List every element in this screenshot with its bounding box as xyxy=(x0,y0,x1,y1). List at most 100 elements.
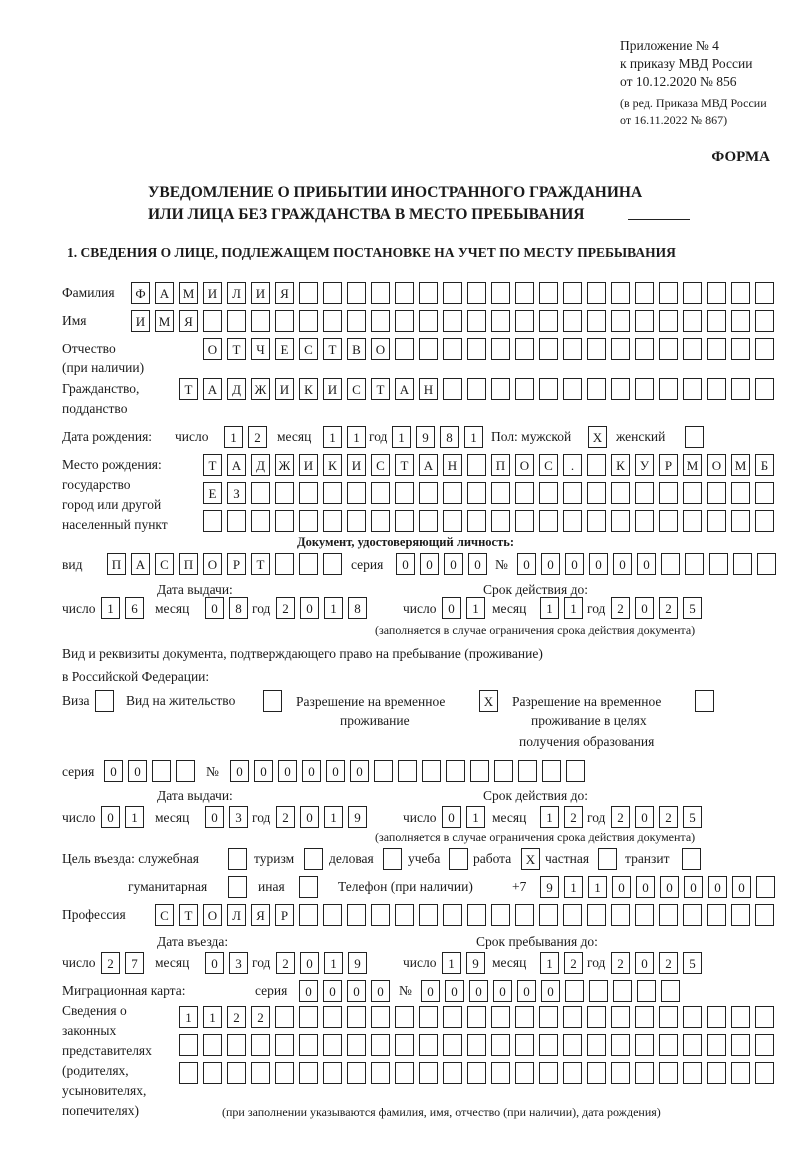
char-box[interactable] xyxy=(443,1034,462,1056)
char-box[interactable] xyxy=(491,1034,510,1056)
purpose-private-checkbox[interactable] xyxy=(598,848,617,870)
char-box[interactable]: 0 xyxy=(104,760,123,782)
char-box[interactable] xyxy=(707,1034,726,1056)
char-box[interactable]: 0 xyxy=(420,553,439,575)
char-box[interactable] xyxy=(443,282,462,304)
char-box[interactable] xyxy=(598,848,617,870)
char-box[interactable] xyxy=(635,510,654,532)
char-box[interactable] xyxy=(635,1062,654,1084)
char-box[interactable]: Т xyxy=(323,338,342,360)
char-box[interactable] xyxy=(395,1034,414,1056)
char-box[interactable] xyxy=(347,510,366,532)
char-box[interactable]: Т xyxy=(203,454,222,476)
char-box[interactable]: 0 xyxy=(396,553,415,575)
char-box[interactable] xyxy=(251,1062,270,1084)
char-box[interactable]: 0 xyxy=(442,806,461,828)
char-box[interactable]: С xyxy=(155,904,174,926)
char-box[interactable] xyxy=(611,904,630,926)
char-box[interactable]: 1 xyxy=(464,426,483,448)
char-box[interactable] xyxy=(589,980,608,1002)
char-box[interactable]: 0 xyxy=(421,980,440,1002)
char-box[interactable] xyxy=(587,454,606,476)
char-box[interactable] xyxy=(659,1062,678,1084)
char-box[interactable]: С xyxy=(371,454,390,476)
char-box[interactable] xyxy=(755,310,774,332)
char-box[interactable]: И xyxy=(275,378,294,400)
purpose-study-checkbox[interactable] xyxy=(449,848,468,870)
char-box[interactable] xyxy=(419,338,438,360)
char-box[interactable] xyxy=(515,904,534,926)
purpose-business-checkbox[interactable] xyxy=(383,848,402,870)
char-box[interactable] xyxy=(731,338,750,360)
char-box[interactable]: 1 xyxy=(588,876,607,898)
char-box[interactable] xyxy=(611,338,630,360)
char-box[interactable] xyxy=(515,1034,534,1056)
char-box[interactable] xyxy=(491,282,510,304)
char-box[interactable] xyxy=(709,553,728,575)
char-box[interactable] xyxy=(323,904,342,926)
char-box[interactable] xyxy=(371,282,390,304)
char-box[interactable]: 2 xyxy=(227,1006,246,1028)
char-box[interactable] xyxy=(299,876,318,898)
char-box[interactable] xyxy=(446,760,465,782)
char-box[interactable] xyxy=(683,282,702,304)
char-box[interactable] xyxy=(443,482,462,504)
char-box[interactable] xyxy=(731,282,750,304)
char-box[interactable]: 0 xyxy=(517,553,536,575)
char-box[interactable] xyxy=(467,510,486,532)
char-box[interactable] xyxy=(491,310,510,332)
char-box[interactable] xyxy=(755,378,774,400)
char-box[interactable] xyxy=(515,510,534,532)
char-box[interactable] xyxy=(731,310,750,332)
char-box[interactable]: 1 xyxy=(564,876,583,898)
purpose-transit-checkbox[interactable] xyxy=(682,848,701,870)
char-box[interactable]: 0 xyxy=(541,980,560,1002)
char-box[interactable] xyxy=(707,482,726,504)
char-box[interactable]: Р xyxy=(227,553,246,575)
rep-boxes-2[interactable] xyxy=(179,1034,774,1056)
char-box[interactable] xyxy=(515,1006,534,1028)
char-box[interactable]: О xyxy=(371,338,390,360)
char-box[interactable] xyxy=(563,482,582,504)
char-box[interactable]: О xyxy=(203,338,222,360)
char-box[interactable] xyxy=(611,1062,630,1084)
char-box[interactable] xyxy=(467,282,486,304)
char-box[interactable] xyxy=(659,310,678,332)
char-box[interactable] xyxy=(539,1062,558,1084)
char-box[interactable] xyxy=(228,876,247,898)
char-box[interactable] xyxy=(371,904,390,926)
char-box[interactable] xyxy=(731,378,750,400)
char-box[interactable] xyxy=(152,760,171,782)
char-box[interactable] xyxy=(419,282,438,304)
char-box[interactable] xyxy=(443,1006,462,1028)
char-box[interactable]: М xyxy=(179,282,198,304)
char-box[interactable]: 1 xyxy=(540,806,559,828)
char-box[interactable]: 5 xyxy=(683,806,702,828)
char-box[interactable]: 3 xyxy=(229,806,248,828)
char-box[interactable]: С xyxy=(155,553,174,575)
char-box[interactable] xyxy=(299,1006,318,1028)
char-box[interactable] xyxy=(395,482,414,504)
char-box[interactable] xyxy=(539,378,558,400)
char-box[interactable] xyxy=(683,378,702,400)
char-box[interactable]: 0 xyxy=(660,876,679,898)
char-box[interactable] xyxy=(731,510,750,532)
char-box[interactable] xyxy=(611,482,630,504)
char-box[interactable] xyxy=(539,310,558,332)
char-box[interactable] xyxy=(542,760,561,782)
char-box[interactable] xyxy=(755,282,774,304)
char-box[interactable] xyxy=(563,1006,582,1028)
char-box[interactable]: 0 xyxy=(445,980,464,1002)
char-box[interactable] xyxy=(635,904,654,926)
char-box[interactable] xyxy=(515,282,534,304)
char-box[interactable] xyxy=(371,1034,390,1056)
char-box[interactable] xyxy=(176,760,195,782)
char-box[interactable] xyxy=(587,904,606,926)
